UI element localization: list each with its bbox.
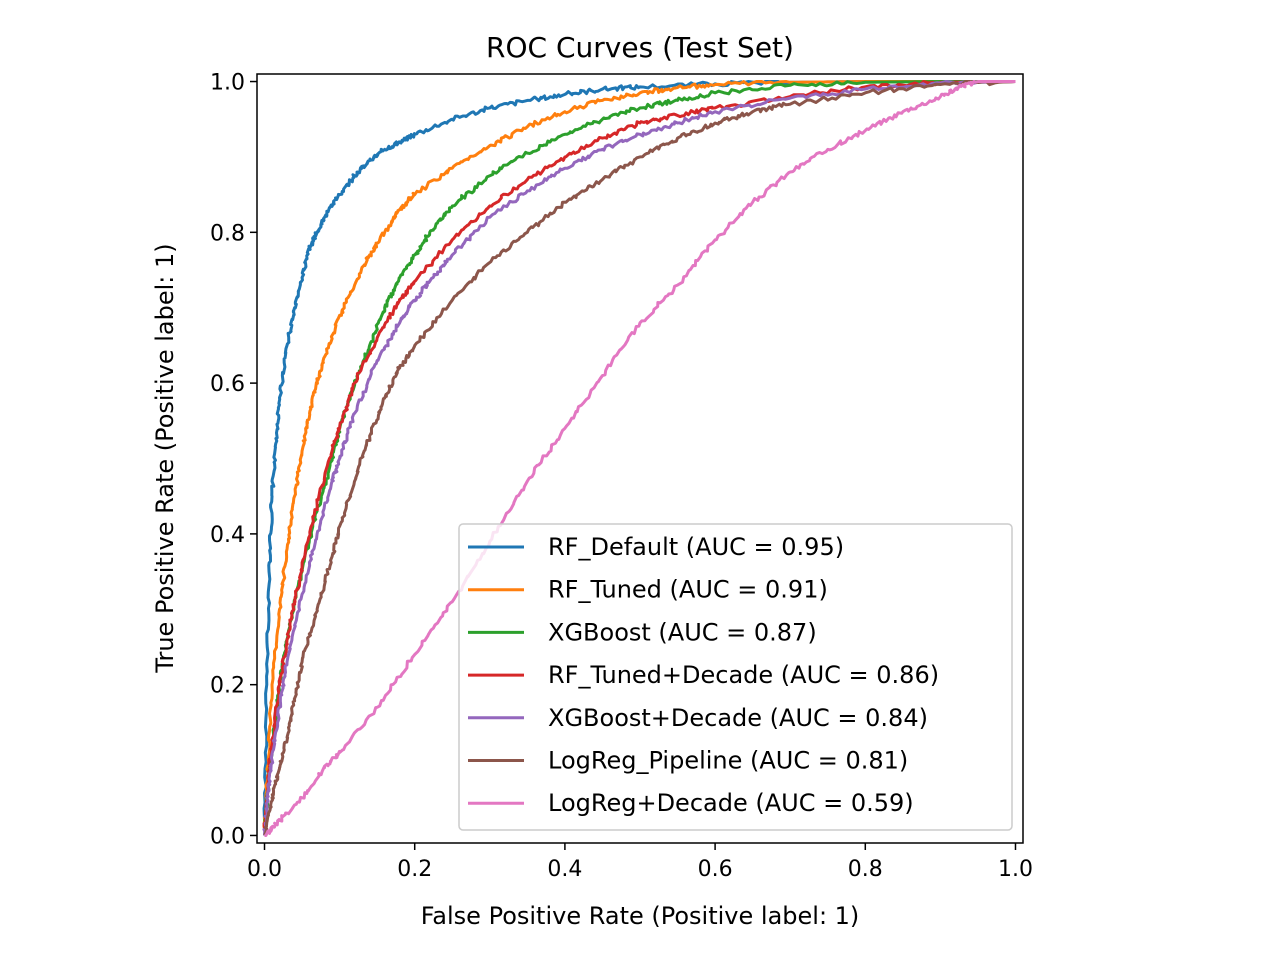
- roc-curve-7: [263, 80, 1016, 837]
- legend-item: XGBoost (AUC = 0.87): [468, 618, 817, 646]
- legend-item: XGBoost+Decade (AUC = 0.84): [468, 704, 928, 732]
- legend-item: RF_Tuned (AUC = 0.91): [468, 576, 828, 604]
- y-tick-label: 0.8: [210, 221, 245, 246]
- legend-label: RF_Tuned (AUC = 0.91): [548, 576, 828, 604]
- x-tick-label: 0.8: [848, 857, 883, 882]
- legend-label: RF_Default (AUC = 0.95): [548, 533, 844, 561]
- y-tick-label: 0.6: [210, 372, 245, 397]
- roc-curve-2: [262, 80, 1016, 836]
- plot-area: 0.0 0.2 0.4 0.6 0.8 1.0 0.0 0.2 0.4 0.6 0.8 1.0: [210, 71, 1033, 882]
- axes-frame: [256, 73, 1024, 844]
- y-tick-label: 0.0: [210, 824, 245, 849]
- y-tick-label: 0.4: [210, 523, 245, 548]
- legend-label: LogReg+Decade (AUC = 0.59): [548, 789, 914, 817]
- legend-item: LogReg_Pipeline (AUC = 0.81): [468, 747, 908, 775]
- x-tick-label: 0.0: [247, 857, 282, 882]
- legend-item: RF_Tuned+Decade (AUC = 0.86): [468, 661, 939, 689]
- x-axis-label: False Positive Rate (Positive label: 1): [421, 902, 860, 930]
- x-tick-label: 1.0: [998, 857, 1033, 882]
- x-tick-label: 0.6: [698, 857, 733, 882]
- chart-title: ROC Curves (Test Set): [486, 31, 794, 64]
- roc-curve-4: [262, 80, 1016, 836]
- x-tick-label: 0.2: [397, 857, 432, 882]
- legend-item: LogReg+Decade (AUC = 0.59): [468, 789, 914, 817]
- roc-curve-6: [263, 80, 1016, 837]
- roc-curve-5: [262, 80, 1016, 836]
- curves-group: [262, 80, 1016, 837]
- legend: RF_Default (AUC = 0.95) RF_Tuned (AUC = 0…: [458, 523, 1013, 831]
- roc-curve-3: [263, 80, 1016, 836]
- y-axis-label: True Positive Rate (Positive label: 1): [151, 243, 179, 673]
- y-tick-label: 1.0: [210, 71, 245, 96]
- legend-label: LogReg_Pipeline (AUC = 0.81): [548, 747, 908, 775]
- y-tick-label: 0.2: [210, 674, 245, 699]
- roc-curve-1: [262, 80, 1016, 836]
- legend-label: XGBoost+Decade (AUC = 0.84): [548, 704, 928, 732]
- legend-label: RF_Tuned+Decade (AUC = 0.86): [548, 661, 939, 689]
- legend-item: RF_Default (AUC = 0.95): [468, 533, 844, 561]
- legend-label: XGBoost (AUC = 0.87): [548, 618, 817, 646]
- legend-box: [458, 523, 1013, 831]
- x-tick-label: 0.4: [547, 857, 582, 882]
